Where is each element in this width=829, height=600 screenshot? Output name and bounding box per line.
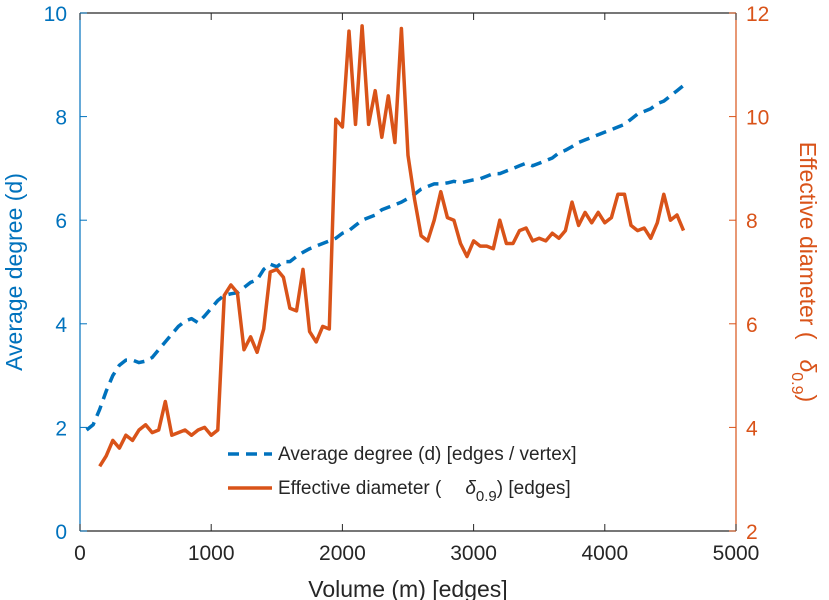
legend: Average degree (d) [edges / vertex] Effec…	[228, 444, 577, 505]
right-y-tick-label: 10	[746, 107, 769, 130]
right-y-tick-label: 6	[746, 314, 758, 337]
average-degree-line	[85, 84, 685, 432]
legend-label-subscript: 0.9	[476, 488, 497, 505]
left-y-tick-label: 2	[55, 417, 67, 440]
left-y-axis-label: Average degree (d)	[1, 173, 27, 371]
right-label-suffix: )	[795, 395, 821, 403]
legend-label-suffix: ) [edges]	[497, 478, 571, 499]
legend-label-symbol: δ	[465, 478, 476, 499]
x-tick-label: 2000	[319, 542, 366, 565]
right-label-symbol: δ	[795, 360, 821, 373]
legend-label-prefix: Effective diameter (	[278, 478, 442, 499]
right-y-tick-label: 8	[746, 210, 758, 233]
left-y-tick-label: 0	[55, 521, 67, 544]
legend-label-average-degree: Average degree (d) [edges / vertex]	[278, 444, 577, 465]
x-tick-label: 5000	[713, 542, 760, 565]
left-y-tick-label: 6	[55, 210, 67, 233]
x-tick-label: 0	[74, 542, 86, 565]
legend-label-effective-diameter: Effective diameter ( δ0.9) [edges]	[278, 478, 571, 505]
right-y-tick-label: 12	[746, 3, 769, 26]
x-axis-label: Volume (m) [edges]	[308, 576, 507, 600]
right-y-tick-label: 4	[746, 417, 758, 440]
x-tick-label: 4000	[581, 542, 628, 565]
right-label-subscript: 0.9	[788, 372, 805, 394]
right-y-axis-label: Effective diameter ( δ0.9)	[788, 142, 821, 402]
x-tick-label: 3000	[450, 542, 497, 565]
left-y-tick-label: 8	[55, 107, 67, 130]
right-label-prefix: Effective diameter (	[795, 142, 821, 340]
x-tick-label: 1000	[188, 542, 235, 565]
left-y-tick-label: 4	[55, 314, 67, 337]
right-y-tick-label: 2	[746, 521, 758, 544]
left-y-tick-label: 10	[44, 3, 67, 26]
axes-layer: 0 1000 2000 3000 4000 5000 0 2 4 6 8 10 2 4 6 8 10 12 Volu…	[1, 3, 821, 600]
series-layer	[85, 24, 686, 468]
effective-diameter-line	[98, 24, 686, 468]
